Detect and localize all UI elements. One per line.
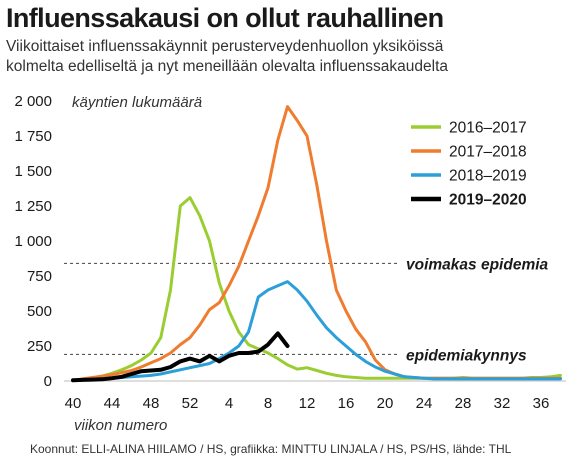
threshold-lines: voimakas epidemia epidemiakynnys	[64, 256, 549, 364]
y-tick-label: 1 500	[14, 163, 52, 180]
x-tick-label: 28	[455, 395, 472, 412]
x-tick-label: 16	[338, 395, 355, 412]
series-lines	[71, 105, 562, 383]
x-tick-label: 52	[182, 395, 199, 412]
y-axis-tick-labels: 0 250 500 750 1 000 1 250 1 500 1 750 2 000	[14, 93, 52, 390]
x-tick-label: 32	[494, 395, 511, 412]
y-tick-label: 2 000	[14, 93, 52, 110]
x-axis-tick-labels: 40 44 48 52 4 8 12 16 20 24 28 32 36	[65, 395, 550, 412]
subtitle-line-1: Viikoittaiset influenssakäynnit peruster…	[6, 38, 444, 55]
x-tick-label: 4	[225, 395, 233, 412]
y-axis-label: käyntien lukumäärä	[72, 94, 202, 111]
x-tick-label: 36	[533, 395, 550, 412]
series-line-2018–2019	[71, 280, 562, 382]
legend-label: 2018–2019	[449, 168, 527, 185]
y-tick-label: 250	[27, 338, 52, 355]
legend-label: 2017–2018	[449, 144, 527, 161]
x-tick-label: 40	[65, 395, 82, 412]
x-tick-label: 48	[143, 395, 160, 412]
y-tick-label: 1 250	[14, 198, 52, 215]
series-line-2019–2020	[71, 331, 290, 383]
x-tick-label: 44	[104, 395, 121, 412]
x-tick-label: 24	[416, 395, 433, 412]
x-tick-label: 8	[264, 395, 272, 412]
threshold-label: voimakas epidemia	[406, 256, 549, 273]
threshold-label: epidemiakynnys	[406, 347, 527, 364]
y-tick-label: 1 750	[14, 128, 52, 145]
chart-subtitle: Viikoittaiset influenssakäynnit peruster…	[6, 37, 448, 77]
x-tick-label: 20	[377, 395, 394, 412]
y-tick-label: 750	[27, 268, 52, 285]
y-tick-label: 0	[44, 373, 52, 390]
x-axis-label: viikon numero	[74, 417, 167, 434]
chart-title: Influenssakausi on ollut rauhallinen	[6, 3, 444, 33]
y-tick-label: 500	[27, 303, 52, 320]
legend: 2016–2017 2017–2018 2018–2019 2019–2020	[411, 120, 527, 209]
subtitle-line-2: kolmelta edelliseltä ja nyt meneillään o…	[6, 58, 449, 75]
credits: Koonnut: ELLI-ALINA HIILAMO / HS, grafii…	[30, 442, 512, 456]
x-tick-label: 12	[299, 395, 316, 412]
legend-label: 2016–2017	[449, 120, 527, 137]
y-tick-label: 1 000	[14, 233, 52, 250]
legend-label: 2019–2020	[449, 192, 527, 209]
